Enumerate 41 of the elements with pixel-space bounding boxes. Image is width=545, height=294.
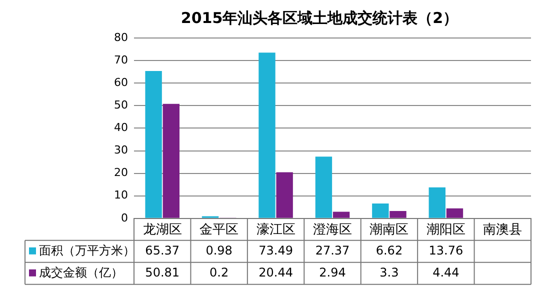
y-tick-label: 20 (114, 166, 128, 180)
data-label: 13.76 (428, 244, 464, 258)
data-label: 3.3 (380, 266, 399, 280)
x-tick-label: 濠江区 (256, 222, 296, 238)
x-tick-label: 龙湖区 (142, 222, 182, 238)
legend-label: 成交金额（亿） (39, 266, 123, 280)
data-label: 0.2 (210, 266, 229, 280)
data-label: 0.98 (206, 244, 232, 258)
bar (276, 172, 293, 218)
bar (145, 70, 162, 218)
y-tick-label: 30 (114, 144, 128, 157)
x-tick-label: 潮南区 (370, 222, 409, 238)
bar (372, 203, 389, 218)
bar (258, 52, 276, 218)
data-label: 20.44 (258, 266, 293, 280)
bar (332, 212, 350, 218)
bar (162, 104, 180, 218)
data-label: 50.81 (145, 266, 180, 280)
bar (315, 156, 332, 218)
legend-label: 面积（万平方米） (39, 244, 135, 258)
x-tick-label: 潮阳区 (426, 222, 466, 238)
bar (428, 187, 446, 218)
data-label: 2.94 (319, 266, 346, 280)
y-tick-label: 80 (114, 30, 128, 44)
bar (390, 210, 406, 218)
y-tick-label: 50 (114, 98, 128, 112)
data-label: 73.49 (258, 244, 293, 258)
x-tick-label: 金平区 (200, 222, 239, 238)
y-tick-label: 10 (114, 188, 128, 202)
data-label: 4.44 (432, 266, 460, 280)
data-label: 6.62 (376, 244, 403, 258)
y-tick-label: 70 (114, 53, 128, 66)
x-tick-label: 澄海区 (313, 222, 352, 238)
data-label: 27.37 (315, 244, 350, 258)
y-tick-label: 60 (114, 76, 128, 89)
bar (446, 208, 464, 218)
chart-title: 2015年汕头各区域土地成交统计表（2） (180, 8, 458, 27)
y-tick-label: 0 (120, 211, 128, 224)
y-tick-label: 40 (114, 121, 128, 134)
data-label: 65.37 (145, 244, 180, 258)
x-tick-label: 南澳县 (483, 222, 522, 238)
